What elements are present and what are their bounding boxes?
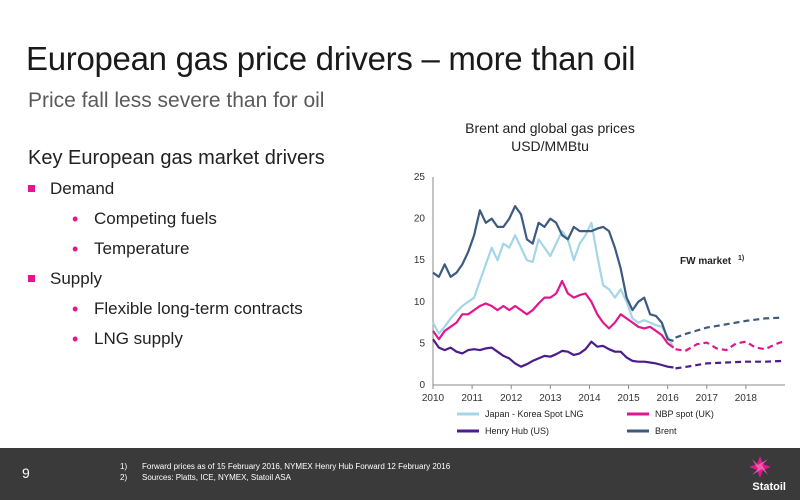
footnote-2: 2) Sources: Platts, ICE, NYMEX, Statoil A… (120, 473, 291, 482)
legend-label: Japan - Korea Spot LNG (485, 409, 584, 419)
x-tick-label: 2017 (696, 393, 719, 404)
x-tick-label: 2015 (617, 393, 640, 404)
chart-subtitle: USD/MMBtu (511, 138, 589, 154)
y-tick-label: 0 (419, 380, 425, 391)
x-tick-label: 2013 (539, 393, 562, 404)
square-bullet-icon (28, 275, 35, 282)
page-number: 9 (22, 465, 30, 481)
x-tick-label: 2016 (657, 393, 680, 404)
sub-bullet-item: • Flexible long-term contracts (28, 298, 303, 328)
sub-bullet-item: • Competing fuels (28, 208, 303, 238)
series-line (432, 221, 675, 349)
x-tick-label: 2018 (735, 393, 758, 404)
y-tick-label: 25 (414, 172, 426, 183)
y-tick-label: 20 (414, 214, 426, 225)
sub-bullet-label: LNG supply (94, 329, 183, 348)
series-line (432, 338, 674, 369)
y-tick-label: 5 (419, 338, 425, 349)
sub-bullet-item: • Temperature (28, 238, 303, 268)
x-tick-label: 2014 (578, 393, 601, 404)
chart-title-block: Brent and global gas prices USD/MMBtu (440, 119, 660, 155)
statoil-star-icon (749, 456, 771, 478)
footnotes: 1) Forward prices as of 15 February 2016,… (120, 461, 450, 483)
footnote-1: 1) Forward prices as of 15 February 2016,… (120, 462, 451, 471)
dot-bullet-icon: • (72, 299, 79, 319)
bullet-item: Supply (28, 268, 303, 298)
x-tick-label: 2012 (500, 393, 523, 404)
bullet-label: Supply (50, 269, 102, 288)
fw-market-annotation: FW market (680, 256, 732, 267)
x-tick-label: 2011 (461, 393, 483, 404)
dot-bullet-icon: • (72, 329, 79, 349)
sub-bullet-label: Temperature (94, 239, 190, 258)
slide-title: European gas price drivers – more than o… (26, 40, 636, 77)
drivers-list: Demand • Competing fuels • Temperature Sup… (28, 178, 303, 358)
logo-text: Statoil (752, 481, 786, 493)
chart-title: Brent and global gas prices (465, 120, 635, 136)
legend-label: Henry Hub (US) (485, 426, 549, 436)
footer-bar: 9 1) Forward prices as of 15 February 201… (0, 448, 800, 500)
x-tick-label: 2010 (422, 393, 445, 404)
bullet-item: Demand (28, 178, 303, 208)
fw-market-footnote-marker: 1) (738, 255, 744, 262)
sub-bullet-label: Competing fuels (94, 209, 217, 228)
dot-bullet-icon: • (72, 209, 79, 229)
series-line (432, 279, 675, 349)
y-tick-label: 15 (414, 255, 426, 266)
dot-bullet-icon: • (72, 239, 79, 259)
slide-subtitle: Price fall less severe than for oil (28, 89, 325, 112)
bullet-label: Demand (50, 179, 115, 198)
price-chart: 0 5 10 15 20 25 2010 2011 2012 2013 2014 2015 2016 20… (414, 172, 785, 436)
square-bullet-icon (28, 185, 35, 192)
legend-label: NBP spot (UK) (655, 409, 714, 419)
sub-bullet-label: Flexible long-term contracts (94, 299, 303, 318)
drivers-heading: Key European gas market drivers (28, 147, 325, 169)
series-line (432, 205, 674, 342)
y-tick-label: 10 (414, 297, 426, 308)
sub-bullet-item: • LNG supply (28, 328, 303, 358)
forward-series-line (675, 316, 784, 339)
legend-label: Brent (655, 426, 677, 436)
forward-series-line (675, 359, 784, 370)
forward-series-line (675, 340, 784, 353)
